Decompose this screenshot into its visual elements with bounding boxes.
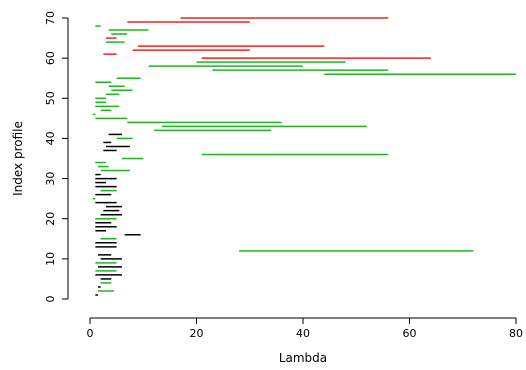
y-tick-label: 70 (44, 11, 57, 25)
y-tick-label: 60 (44, 51, 57, 65)
axes: 0 20 40 60 80 0 10 20 30 40 50 60 70 Lambda Index p… (11, 11, 523, 365)
x-tick-label: 0 (87, 327, 94, 340)
interval-segments (92, 17, 516, 296)
x-tick-label: 20 (190, 327, 204, 340)
x-tick-label: 80 (509, 327, 523, 340)
y-tick-label: 0 (44, 296, 57, 303)
y-tick-label: 10 (44, 252, 57, 266)
y-axis-ticks: 0 10 20 30 40 50 60 70 (44, 11, 68, 303)
y-tick-label: 50 (44, 91, 57, 105)
x-axis-ticks: 0 20 40 60 80 (87, 318, 523, 340)
y-tick-label: 30 (44, 172, 57, 186)
x-axis-title: Lambda (279, 351, 327, 365)
x-tick-label: 60 (403, 327, 417, 340)
x-tick-label: 40 (296, 327, 310, 340)
y-axis-title: Index profile (11, 121, 25, 196)
y-tick-label: 40 (44, 131, 57, 145)
y-tick-label: 20 (44, 212, 57, 226)
